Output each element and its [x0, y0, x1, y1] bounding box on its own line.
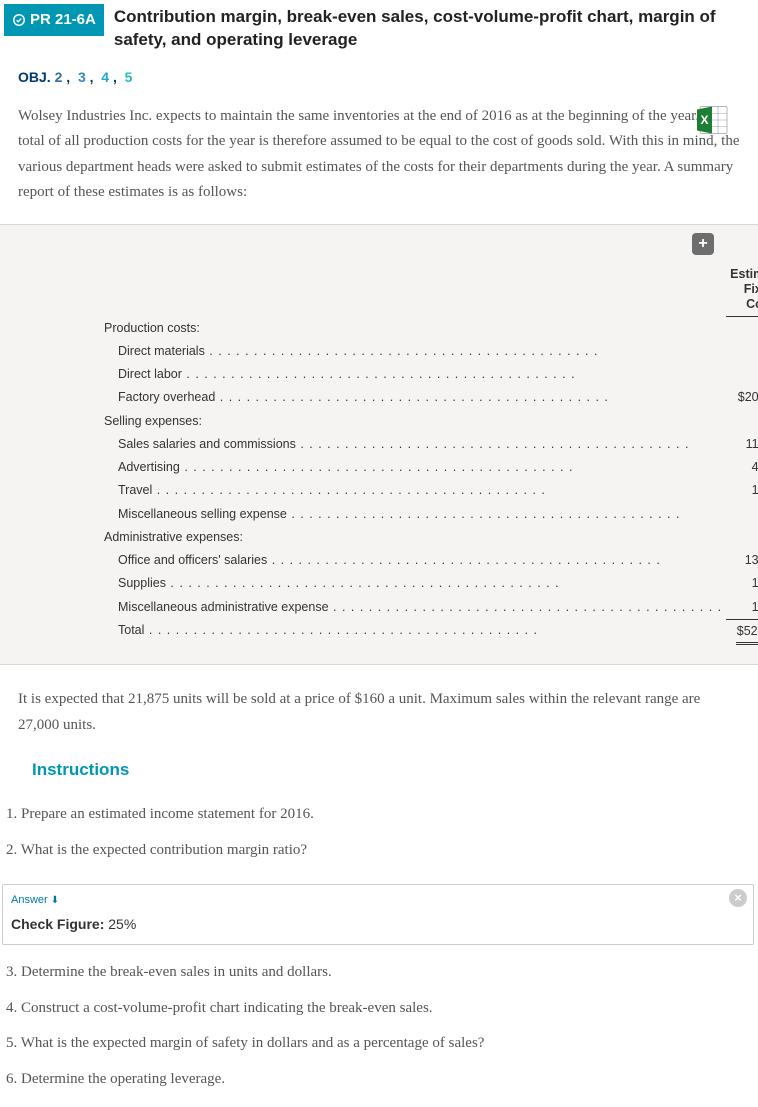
answer-toggle-link[interactable]: Answer ⬇ — [11, 894, 59, 906]
table-row: Travel12,000— — [100, 479, 758, 502]
question-1: 1. Prepare an estimated income statement… — [6, 797, 740, 833]
svg-text:X: X — [700, 112, 708, 126]
table-row: Office and officers' salaries132,000— — [100, 549, 758, 572]
table-section-header: Production costs: — [100, 316, 758, 340]
table-row: Advertising40,000— — [100, 456, 758, 479]
expand-button[interactable]: + — [692, 233, 714, 255]
excel-icon: X — [694, 102, 730, 138]
cost-estimate-table: EstimatedFixed Cost Estimated Variable C… — [100, 235, 758, 647]
col-header-fixed: EstimatedFixed Cost — [726, 235, 758, 317]
check-figure-line: Check Figure: 25% — [11, 913, 745, 937]
post-table-paragraph: It is expected that 21,875 units will be… — [0, 665, 758, 748]
table-row: Direct labor—40 — [100, 363, 758, 386]
close-icon[interactable]: × — [729, 889, 747, 907]
question-list-2: 3. Determine the break-even sales in uni… — [0, 955, 758, 1107]
intro-paragraph: Wolsey Industries Inc. expects to mainta… — [0, 100, 758, 224]
objectives-line: OBJ. 2 , 3 , 4 , 5 — [0, 52, 758, 100]
table-section-header: Administrative expenses: — [100, 526, 758, 549]
check-circle-icon — [12, 13, 26, 27]
table-row: Factory overhead$200,00020 — [100, 386, 758, 409]
question-list: 1. Prepare an estimated income statement… — [0, 797, 758, 878]
question-6: 6. Determine the operating leverage. — [6, 1062, 740, 1098]
badge-label: PR 21-6A — [30, 7, 96, 33]
table-row: Miscellaneous administrative expense13,4… — [100, 596, 758, 620]
question-2: 2. What is the expected contribution mar… — [6, 833, 740, 869]
table-row: Miscellaneous selling expense7,6001 — [100, 503, 758, 526]
table-row: Sales salaries and commissions110,0008 — [100, 433, 758, 456]
arrow-down-icon: ⬇ — [51, 895, 59, 906]
table-row: Direct materials—$ 46 — [100, 340, 758, 363]
cost-table-panel: + EstimatedFixed Cost Estimated Variable… — [0, 224, 758, 666]
table-section-header: Selling expenses: — [100, 410, 758, 433]
question-4: 4. Construct a cost-volume-profit chart … — [6, 991, 740, 1027]
answer-panel: × Answer ⬇ Check Figure: 25% — [2, 884, 754, 945]
question-5: 5. What is the expected margin of safety… — [6, 1026, 740, 1062]
question-3: 3. Determine the break-even sales in uni… — [6, 955, 740, 991]
instructions-heading: Instructions — [0, 748, 758, 797]
table-total-row: Total$525,000$120 — [100, 619, 758, 646]
problem-title: Contribution margin, break-even sales, c… — [104, 4, 758, 52]
table-row: Supplies10,0004 — [100, 572, 758, 595]
problem-badge: PR 21-6A — [4, 4, 104, 36]
